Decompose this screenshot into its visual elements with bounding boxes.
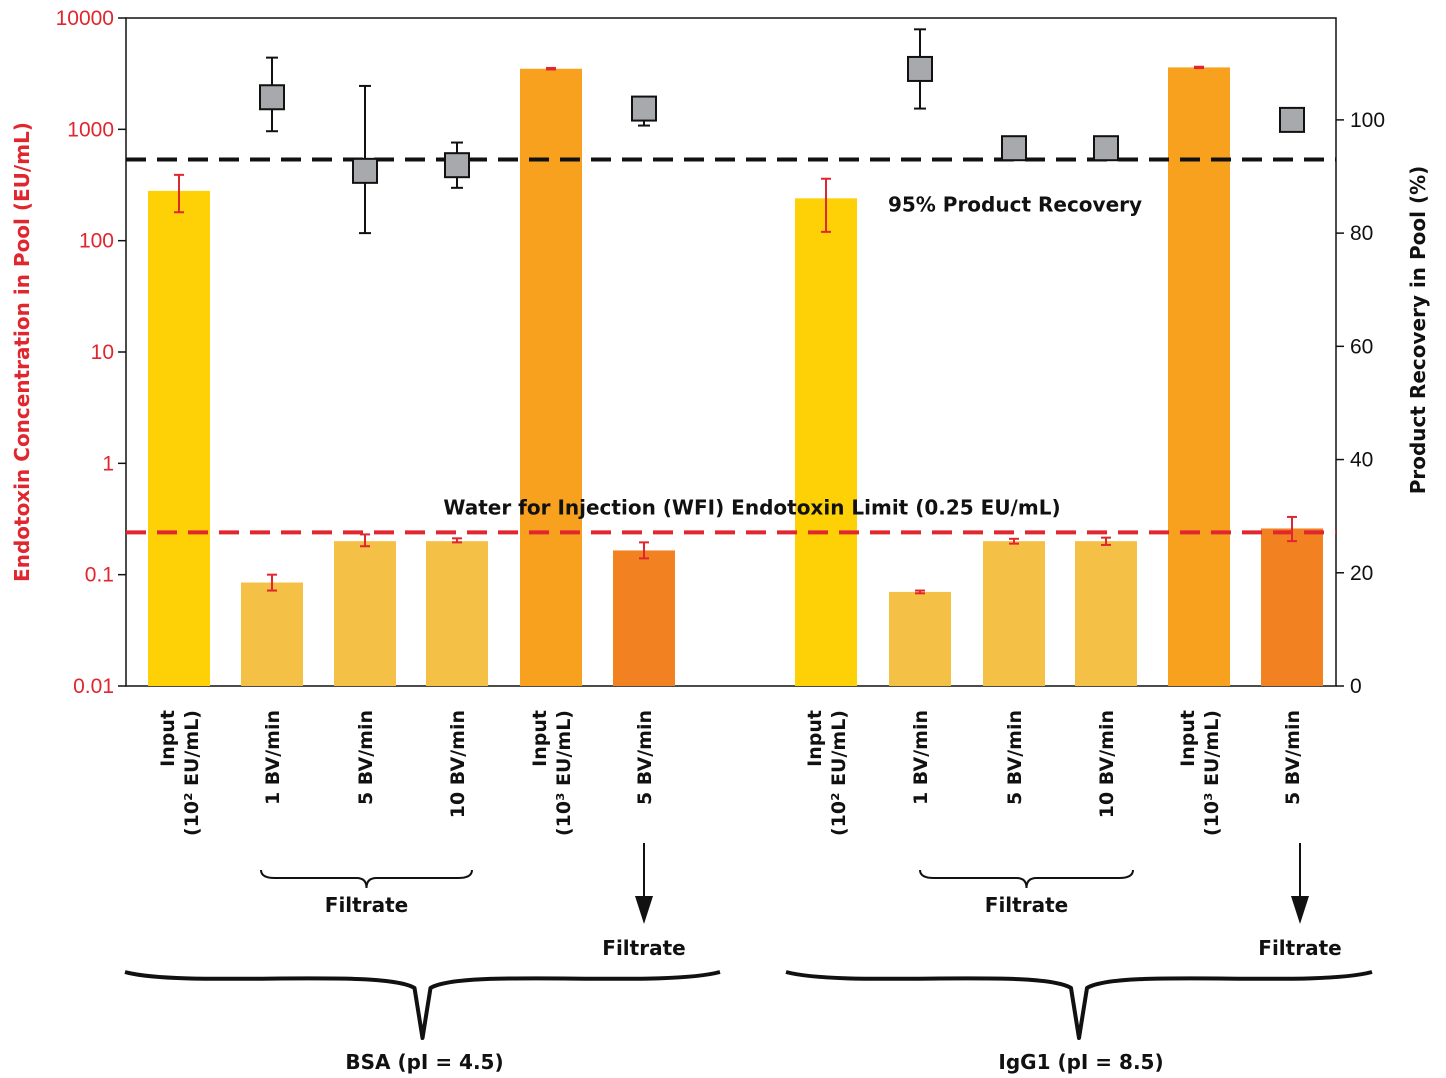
left-tick-label: 0.1: [85, 564, 114, 587]
category-label: (10³ EU/mL): [1201, 710, 1223, 836]
category-label: (10² EU/mL): [828, 710, 850, 836]
bars: [148, 65, 1323, 687]
category-label: 10 BV/min: [447, 710, 469, 818]
left-axis: 0.01 0.1 1 10 100 1000 10000 Endotoxin Concentr…: [10, 7, 126, 698]
recovery-marker: [631, 95, 657, 122]
category-label: 1 BV/min: [910, 710, 932, 805]
filtrate-brace: [260, 869, 473, 889]
right-axis-title: Product Recovery in Pool (%): [1406, 166, 1430, 495]
recovery-marker: [1279, 106, 1305, 133]
group-braces: Filtrate Filtrate BSA (pI = 4.5) Filtrate Fi…: [124, 843, 1373, 1074]
left-tick-label: 0.01: [73, 675, 114, 698]
left-tick-label: 1000: [67, 118, 114, 141]
plot-frame: [125, 17, 1337, 687]
category-label: 10 BV/min: [1096, 710, 1118, 818]
bar: [1075, 541, 1137, 686]
category-label: 5 BV/min: [1004, 710, 1026, 805]
recovery-markers: [259, 28, 1305, 235]
right-tick-label: 20: [1350, 562, 1373, 585]
category-label: Input: [157, 710, 179, 767]
category-label: 5 BV/min: [634, 710, 656, 805]
recovery-marker: [444, 152, 470, 179]
group-brace: [785, 970, 1373, 1040]
group-label: BSA (pI = 4.5): [345, 1050, 503, 1074]
right-tick-label: 0: [1350, 675, 1362, 698]
bar: [613, 550, 675, 686]
reference-line-label: Water for Injection (WFI) Endotoxin Limi…: [443, 495, 1060, 519]
filtrate-brace: [919, 869, 1134, 889]
bar: [148, 190, 210, 687]
left-tick-label: 1: [102, 452, 114, 475]
bar: [1261, 528, 1323, 686]
filtrate-arrow-label: Filtrate: [602, 936, 685, 960]
category-label: 1 BV/min: [262, 710, 284, 805]
bar: [334, 541, 396, 686]
filtrate-brace-label: Filtrate: [985, 893, 1068, 917]
reference-lines: 95% Product Recovery Water for Injection …: [126, 157, 1336, 535]
left-tick-label: 100: [79, 230, 114, 253]
filtrate-brace-label: Filtrate: [325, 893, 408, 917]
right-tick-label: 100: [1350, 109, 1385, 132]
recovery-marker: [352, 157, 378, 184]
left-tick-label: 10000: [56, 7, 114, 30]
filtrate-arrow-head: [1291, 896, 1309, 924]
right-axis: 0 20 40 60 80 100 Product Recovery in Pool (%): [1336, 109, 1430, 698]
group-brace: [124, 970, 721, 1040]
category-label: (10³ EU/mL): [553, 710, 575, 836]
filtrate-arrow-head: [635, 896, 653, 924]
reference-line-label: 95% Product Recovery: [888, 193, 1142, 217]
right-tick-label: 60: [1350, 335, 1373, 358]
category-label: Input: [529, 710, 551, 767]
recovery-marker: [259, 84, 285, 111]
left-axis-title: Endotoxin Concentration in Pool (EU/mL): [10, 122, 34, 582]
category-label: 5 BV/min: [1282, 710, 1304, 805]
category-label: Input: [804, 710, 826, 767]
category-label: Input: [1177, 710, 1199, 767]
category-label: 5 BV/min: [355, 710, 377, 805]
group-label: IgG1 (pI = 8.5): [998, 1050, 1163, 1074]
category-label: (10² EU/mL): [181, 710, 203, 836]
right-tick-label: 80: [1350, 222, 1373, 245]
bar: [889, 591, 951, 686]
category-labels: Input (10² EU/mL) 1 BV/min 5 BV/min 10 BV/mi…: [157, 710, 1304, 836]
recovery-marker: [907, 55, 933, 82]
bar: [795, 198, 857, 686]
right-tick-label: 40: [1350, 449, 1373, 472]
bar: [241, 582, 303, 686]
bar: [983, 541, 1045, 686]
bar: [426, 541, 488, 686]
bar: [520, 68, 582, 686]
left-tick-label: 10: [91, 341, 114, 364]
recovery-marker: [1093, 135, 1119, 162]
bar: [1168, 67, 1230, 687]
filtrate-arrow-label: Filtrate: [1258, 936, 1341, 960]
recovery-marker: [1001, 135, 1027, 162]
plot-border: [125, 17, 1337, 687]
